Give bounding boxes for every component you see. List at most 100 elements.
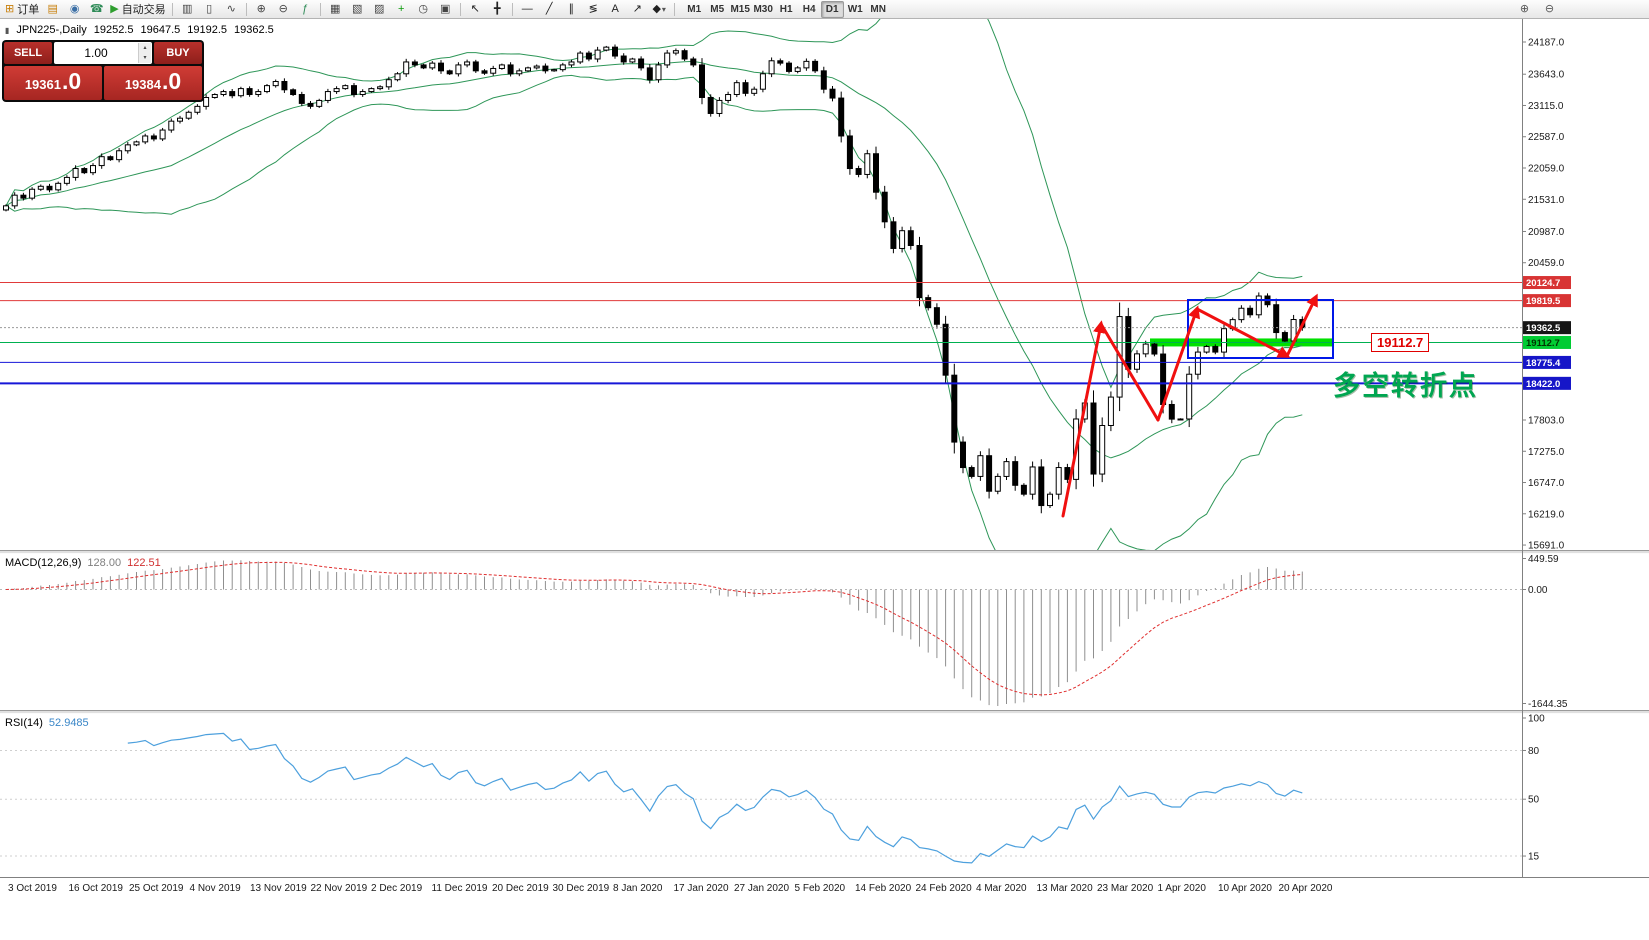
buy-price-button[interactable]: 19384 .0 [104,66,202,100]
chart-window-icon: ▤ [47,2,58,15]
trend-arrow-3[interactable] [1156,305,1201,422]
price-tick: 20459.0 [1528,258,1565,269]
trendline-tool-button[interactable]: ╱ [539,1,560,17]
timeframe-m15-button[interactable]: M15 [730,3,750,15]
zoom-in-button[interactable]: ⊕ [251,1,272,17]
zoom-out-button[interactable]: ⊖ [273,1,294,17]
low-value: 19192.5 [187,24,228,36]
fibonacci-tool-button[interactable]: ≶ [583,1,604,17]
price-level-flag[interactable]: 19112.7 [1371,333,1430,352]
indicators-button[interactable]: ƒ [295,1,316,17]
line-chart-mode-icon: ∿ [226,2,236,15]
trend-arrow-1[interactable] [1061,320,1106,518]
hline-tool-button[interactable]: — [517,1,538,17]
support-phone-icon: ☎ [89,2,104,15]
rsi-label: RSI(14) 52.9485 [5,717,89,729]
price-tick: 16747.0 [1528,478,1565,489]
toolbar-separator [459,2,461,16]
rsi-line [127,732,1303,864]
arrange-windows-button[interactable]: ▨ [369,1,390,17]
consolidation-box[interactable] [1187,299,1334,359]
panel-splitter[interactable] [0,710,1649,714]
macd-axis-label: -1644.35 [1528,699,1568,710]
trend-arrow-2[interactable] [1099,322,1160,422]
price-badge [1523,276,1571,290]
macd-signal-line [5,561,1303,696]
date-label: 16 Oct 2019 [69,883,124,894]
timeframe-d1-button[interactable]: D1 [820,0,844,18]
price-badge [1523,294,1571,308]
sell-price-frac: .0 [61,68,82,94]
macd-label: MACD(12,26,9) 128.00 122.51 [5,557,161,569]
toolbar-separator [673,2,675,16]
bar-chart-mode-button[interactable]: ▥ [177,1,198,17]
bar-chart-mode-icon: ▥ [181,2,193,15]
timeframe-m1-button[interactable]: M1 [687,3,702,15]
line-chart-mode-button[interactable]: ∿ [221,1,242,17]
text-tool-button[interactable]: A [605,1,626,17]
date-label: 13 Mar 2020 [1037,883,1094,894]
candlestick-mode-button[interactable]: ▯ [199,1,220,17]
templates-icon: ▣ [439,2,451,15]
timeframe-m5-button[interactable]: M5 [710,3,725,15]
one-click-trading-panel: SELL ▴ ▾ BUY 19361 .0 19384 .0 [2,40,204,102]
turning-point-annotation[interactable]: 多空转折点 [1333,371,1478,401]
tile-windows-icon: ▦ [329,2,341,15]
date-label: 14 Feb 2020 [855,883,912,894]
period-clock-button[interactable]: ◷ [413,1,434,17]
channel-tool-button[interactable]: ∥ [561,1,582,17]
templates-button[interactable]: ▣ [435,1,456,17]
toolbar-buttons: ⊞ 订单 ▤ ◉ ☎ ▶ 自动交易 ▥ ▯ ∿ ⊕ ⊖ ƒ ▦ ▧ ▨ + ◷ ▣ ↖ ╋ — ╱ ∥ ≶ A ↗ ◆ ▾ [3,1,678,17]
chart-window-button[interactable]: ▤ [42,1,63,17]
arrow-objects-button[interactable]: ↗ [627,1,648,17]
cascade-windows-button[interactable]: ▧ [347,1,368,17]
shapes-dropdown-icon: ◆ [652,2,661,15]
buy-button[interactable]: BUY [154,42,202,64]
auto-trading-button[interactable]: ▶ 自动交易 [108,1,167,17]
timeframe-h4-button[interactable]: H4 [802,3,816,15]
cursor-tool-icon: ↖ [470,2,480,15]
rsi-value: 52.9485 [48,717,89,729]
trend-arrow-4[interactable] [1195,307,1291,358]
auto-trading-label: 自动交易 [121,4,166,16]
channel-tool-icon: ∥ [568,2,574,15]
timeframe-w1-button[interactable]: W1 [847,3,863,15]
sell-button[interactable]: SELL [4,42,52,64]
price-badge [1523,355,1571,369]
price-tick: 23643.0 [1528,70,1565,81]
shapes-dropdown-button[interactable]: ◆ ▾ [649,1,670,17]
panel-splitter[interactable] [0,550,1649,554]
timeframe-mn-button[interactable]: MN [870,3,886,15]
crosshair-tool-button[interactable]: ╋ [487,1,508,17]
price-tick: 22587.0 [1528,132,1565,143]
rsi-axis-label: 100 [1528,714,1545,725]
support-phone-button[interactable]: ☎ [86,1,107,17]
add-indicator-button[interactable]: + [391,1,412,17]
cursor-tool-button[interactable]: ↖ [465,1,486,17]
date-label: 2 Dec 2019 [371,883,423,894]
rsi-axis-label: 80 [1528,746,1540,757]
buy-price-main: 19384 [124,77,161,92]
lot-increase-button[interactable]: ▴ [139,43,151,53]
lot-decrease-button[interactable]: ▾ [139,53,151,63]
rsi-name: RSI(14) [5,717,43,729]
trend-arrow-5[interactable] [1285,293,1318,358]
sell-price-button[interactable]: 19361 .0 [4,66,102,100]
toolbar-separator [245,2,247,16]
period-clock-icon: ◷ [418,2,428,15]
timeframe-m30-button[interactable]: M30 [753,3,773,15]
tile-windows-button[interactable]: ▦ [325,1,346,17]
quick-zoom-in-button[interactable]: ⊕ [1514,1,1535,17]
macd-histogram [14,560,1303,706]
text-tool-icon: A [611,2,619,15]
quick-zoom-out-button[interactable]: ⊖ [1539,1,1560,17]
profile-button[interactable]: ◉ [64,1,85,17]
buy-price-frac: .0 [161,68,182,94]
timeframe-h1-button[interactable]: H1 [779,3,793,15]
new-order-button[interactable]: ⊞ 订单 [3,1,41,17]
crosshair-tool-icon: ╋ [493,2,501,15]
new-order-icon: ⊞ [5,2,15,15]
zoom-in-icon: ⊕ [256,2,266,15]
lot-size-input[interactable] [54,42,138,64]
